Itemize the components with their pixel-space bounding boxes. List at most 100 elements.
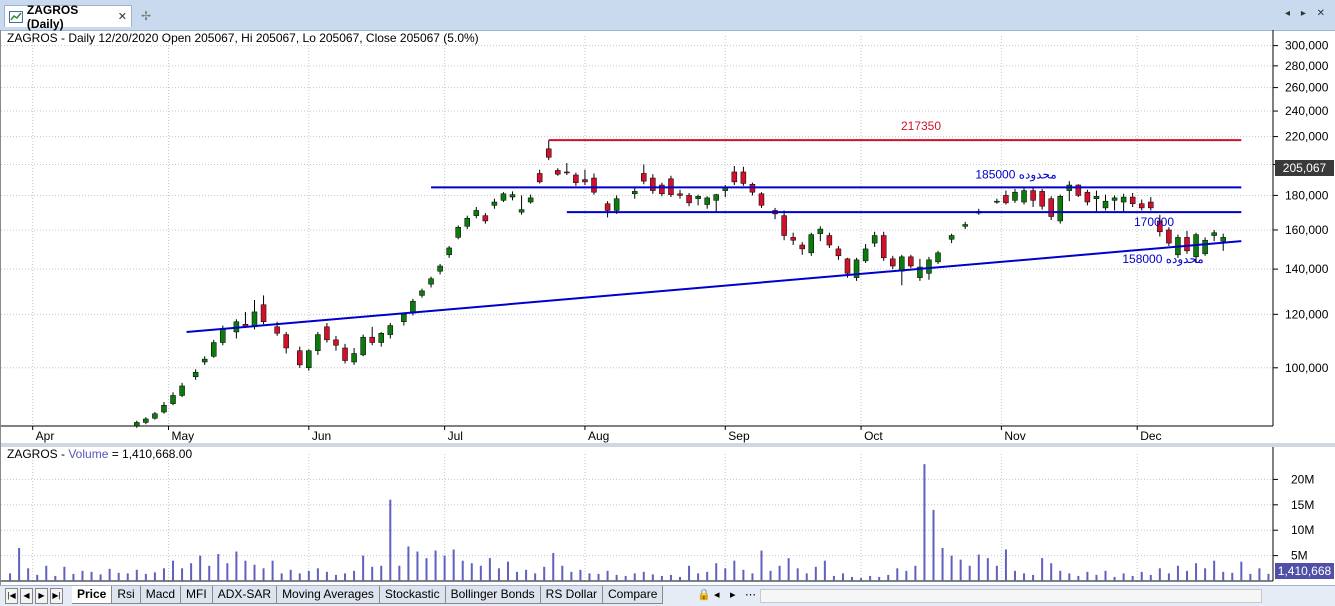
candle-body bbox=[260, 304, 267, 323]
candle-body bbox=[491, 201, 498, 206]
volume-bar bbox=[108, 568, 111, 581]
volume-bar bbox=[823, 560, 826, 581]
candle-body bbox=[890, 258, 896, 267]
volume-bar bbox=[280, 573, 283, 581]
volume-bar bbox=[298, 573, 301, 581]
volume-bar bbox=[99, 574, 102, 581]
candle-body bbox=[297, 350, 303, 366]
candle-body bbox=[650, 177, 656, 191]
label-trendline-158000: محدوده 158000 bbox=[1122, 252, 1203, 266]
volume-header-value: = 1,410,668.00 bbox=[108, 447, 193, 461]
volume-bar bbox=[778, 565, 781, 581]
volume-bar bbox=[570, 571, 573, 581]
month-label: Jun bbox=[312, 429, 331, 443]
volume-bar bbox=[1249, 573, 1252, 581]
candle-body bbox=[1138, 203, 1145, 209]
candle-body bbox=[274, 326, 280, 334]
candle-body bbox=[152, 413, 158, 419]
more-icon[interactable]: ⋯ bbox=[745, 589, 756, 601]
candle-body bbox=[306, 350, 312, 369]
candle-body bbox=[324, 326, 330, 341]
volume-bar bbox=[244, 560, 247, 581]
sheet-tabs: Price Rsi Macd MFI ADX-SAR Moving Averag… bbox=[72, 586, 664, 605]
sheet-right-icon[interactable]: ▸ bbox=[730, 589, 736, 601]
volume-bar bbox=[461, 560, 464, 581]
sheet-tab-bollinger-bonds[interactable]: Bollinger Bonds bbox=[445, 586, 541, 604]
candle-body bbox=[1166, 229, 1172, 244]
scroll-tabs-icon[interactable]: ◂ ▸ ✕ bbox=[1285, 8, 1329, 19]
new-tab-icon[interactable]: ✢ bbox=[141, 9, 152, 23]
lock-icon[interactable]: 🔒 bbox=[697, 589, 711, 601]
last-sheet-icon[interactable]: ▶| bbox=[50, 588, 63, 604]
document-tab[interactable]: ZAGROS (Daily) ✕ bbox=[4, 3, 132, 31]
prev-sheet-icon[interactable]: ◀ bbox=[20, 588, 33, 604]
volume-bar bbox=[588, 573, 591, 581]
volume-bar bbox=[262, 568, 265, 581]
volume-bar bbox=[841, 573, 844, 581]
volume-bar bbox=[851, 576, 854, 581]
price-axis-label: 140,000 bbox=[1285, 262, 1329, 276]
volume-bar bbox=[742, 569, 745, 581]
candle-body bbox=[1021, 190, 1027, 203]
sheet-tab-adx-sar[interactable]: ADX-SAR bbox=[212, 586, 278, 604]
volume-bar bbox=[117, 572, 120, 581]
sheet-tab-compare[interactable]: Compare bbox=[603, 586, 664, 604]
volume-bar bbox=[642, 571, 645, 581]
candle-body bbox=[283, 334, 289, 349]
volume-bar bbox=[1267, 573, 1270, 581]
price-header-ohlc: Open 205067, Hi 205067, Lo 205067, Close… bbox=[161, 31, 479, 45]
volume-bar bbox=[1113, 576, 1116, 581]
price-axis-label: 260,000 bbox=[1285, 81, 1329, 95]
volume-bar bbox=[235, 551, 238, 581]
next-sheet-icon[interactable]: ▶ bbox=[35, 588, 48, 604]
candle-body bbox=[143, 418, 149, 423]
month-label: Dec bbox=[1140, 429, 1161, 443]
candle-body bbox=[401, 314, 407, 323]
sheet-tab-rsi[interactable]: Rsi bbox=[112, 586, 141, 604]
volume-bar bbox=[497, 568, 500, 581]
candle-body bbox=[695, 195, 701, 199]
volume-bar bbox=[90, 571, 93, 581]
pane-splitter bbox=[1, 443, 1335, 447]
candle-body bbox=[613, 198, 620, 211]
volume-bar bbox=[606, 570, 609, 581]
candle-body bbox=[220, 329, 226, 343]
candle-body bbox=[1012, 191, 1018, 201]
sheet-tab-macd[interactable]: Macd bbox=[140, 586, 182, 604]
price-axis-label: 280,000 bbox=[1285, 59, 1329, 73]
sheet-tab-rs-dollar[interactable]: RS Dollar bbox=[540, 586, 604, 604]
volume-bar bbox=[334, 574, 337, 581]
month-label: Aug bbox=[588, 429, 609, 443]
chart-svg: 100,000120,000140,000160,000180,000200,0… bbox=[1, 30, 1335, 582]
volume-bar bbox=[389, 499, 392, 581]
volume-bar bbox=[624, 575, 627, 581]
sheet-left-icon[interactable]: ◂ bbox=[714, 589, 720, 601]
volume-bar bbox=[769, 570, 772, 581]
candle-body bbox=[704, 197, 710, 205]
volume-bar bbox=[1131, 575, 1134, 581]
first-sheet-icon[interactable]: |◀ bbox=[5, 588, 18, 604]
volume-bar bbox=[669, 574, 672, 581]
sheet-tab-moving-averages[interactable]: Moving Averages bbox=[277, 586, 380, 604]
volume-bar bbox=[516, 571, 519, 581]
sheet-tab-price[interactable]: Price bbox=[72, 586, 113, 604]
volume-bar bbox=[362, 555, 365, 581]
candle-body bbox=[536, 173, 543, 183]
price-axis-label: 180,000 bbox=[1285, 188, 1329, 202]
candle-body bbox=[1148, 201, 1154, 209]
candle-body bbox=[926, 259, 932, 274]
volume-bar bbox=[896, 568, 899, 581]
volume-bar bbox=[1149, 574, 1152, 581]
candle-body bbox=[862, 248, 869, 262]
volume-bar bbox=[932, 509, 935, 581]
close-icon[interactable]: ✕ bbox=[117, 11, 127, 23]
volume-bar bbox=[1104, 570, 1107, 581]
sheet-tab-stockastic[interactable]: Stockastic bbox=[379, 586, 446, 604]
horizontal-scrollbar[interactable] bbox=[760, 589, 1262, 603]
candle-body bbox=[1003, 195, 1009, 204]
volume-bar bbox=[561, 565, 564, 581]
volume-bar bbox=[144, 573, 147, 581]
sheet-tab-mfi[interactable]: MFI bbox=[181, 586, 213, 604]
volume-bar bbox=[534, 573, 537, 581]
chart-document-icon bbox=[9, 10, 23, 23]
